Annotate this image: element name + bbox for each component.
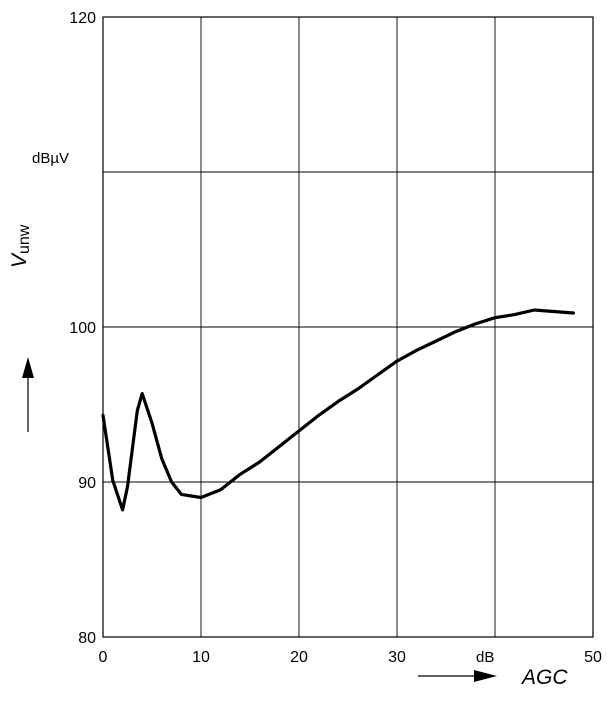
y-axis-arrow xyxy=(22,357,34,432)
y-axis-symbol: V xyxy=(8,252,31,268)
x-tick-label: 30 xyxy=(388,649,406,666)
y-axis-label-text: Vunw xyxy=(8,224,33,268)
x-tick-label: 0 xyxy=(99,649,108,666)
series-line xyxy=(101,308,575,512)
x-tick-label: 50 xyxy=(584,649,602,666)
y-tick-label: 100 xyxy=(69,320,96,337)
x-tick-labels: 0 10 20 30 50 xyxy=(99,649,602,666)
x-unit-label: dB xyxy=(476,649,494,666)
x-axis-label: AGC xyxy=(520,666,568,689)
y-tick-labels: 80 90 100 120 xyxy=(69,10,96,647)
x-axis-arrow xyxy=(418,670,497,682)
y-tick-label: 90 xyxy=(78,475,96,492)
x-tick-label: 10 xyxy=(192,649,210,666)
plot-frame xyxy=(102,16,594,638)
y-axis-label: Vunw xyxy=(8,224,33,268)
y-tick-label: 80 xyxy=(78,630,96,647)
x-tick-label: 20 xyxy=(290,649,308,666)
y-tick-label: 120 xyxy=(69,10,96,27)
y-unit-label: dBµV xyxy=(32,150,69,167)
grid xyxy=(103,17,593,637)
y-axis-subscript: unw xyxy=(16,224,33,254)
